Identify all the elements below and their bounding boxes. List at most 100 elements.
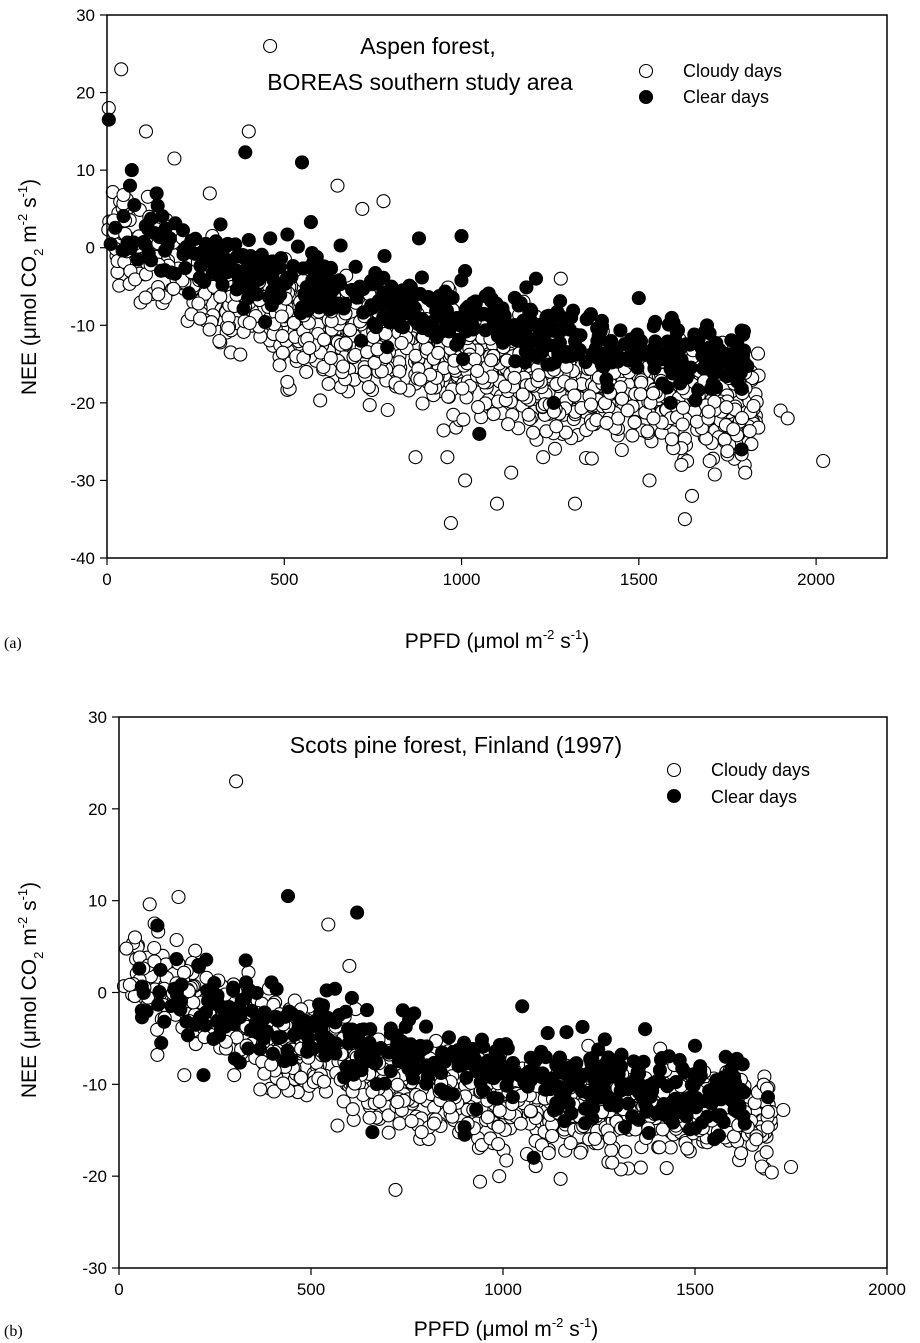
panel-b-clear-point (196, 1068, 211, 1083)
panel-a-cloudy-point (138, 124, 154, 139)
panel-b-clear-point (557, 1089, 572, 1104)
panel-b-clear-point (575, 1019, 590, 1034)
panel-a-clear-point (507, 290, 522, 305)
panel-a-cloudy-point (242, 315, 257, 331)
panel-a-clear-point (213, 217, 228, 232)
panel-a-clear-point (731, 369, 746, 384)
panel-a-clear-point (454, 229, 469, 244)
panel-a-clear-point (235, 248, 250, 263)
panel-b-clear-point (280, 889, 296, 904)
panel-b-clear-point (526, 1150, 541, 1165)
panel-a-cloudy-point (321, 376, 336, 391)
panel-b-clear-point (523, 1050, 538, 1065)
panel-b-clear-point (438, 1085, 454, 1100)
panel-b-cloudy-point (119, 941, 134, 956)
panel-b-clear-point (543, 1082, 558, 1097)
panel-a-cloudy-point (536, 450, 551, 465)
panel-a-cloudy-point (625, 428, 640, 443)
panel-b-clear-point (234, 1004, 249, 1019)
panel-a-clear-point (699, 318, 715, 333)
panel-a-clear-point (120, 235, 135, 250)
panel-a-cloudy-point (689, 414, 704, 429)
panel-a-cloudy-point (275, 329, 290, 344)
panel-a-clear-point (238, 145, 253, 160)
panel-a-cloudy-point (193, 311, 208, 326)
panel-a-cloudy-point (497, 379, 513, 394)
panel-a-cloudy-point (484, 353, 499, 368)
panel-a-x-tick-label: 500 (270, 570, 298, 589)
panel-a-clear-point (302, 259, 317, 274)
panel-b-clear-point (132, 961, 147, 976)
panel-a-cloudy-point (471, 400, 486, 415)
panel-b-clear-point (249, 985, 264, 1001)
panel-a-y-tick-label: 30 (76, 6, 95, 25)
panel-b-clear-point (269, 982, 284, 997)
panel-a-clear-point (188, 231, 203, 246)
panel-a-clear-point (736, 327, 751, 342)
panel-b-clear-point (649, 1106, 664, 1121)
panel-b-clear-point (687, 1038, 703, 1053)
panel-a-clear-point (411, 231, 427, 246)
panel-b-clear-point (668, 1075, 683, 1090)
panel-a-clear-point (544, 311, 559, 326)
panel-a-cloudy-point (357, 364, 372, 379)
panel-a-clear-point (424, 294, 439, 309)
panel-b-cloudy-point (783, 1159, 799, 1175)
panel-b-cloudy-point (760, 1104, 776, 1119)
panel-b-clear-point (460, 1056, 475, 1071)
panel-b-y-tick-label: 10 (88, 892, 107, 911)
panel-a-cloudy-point (299, 364, 314, 379)
panel-a-clear-point (258, 315, 273, 330)
panel-b-clear-point (350, 905, 365, 920)
panel-b-clear-point (226, 983, 241, 998)
panel-a-cloudy-point (738, 465, 753, 480)
panel-b-cloudy-point (390, 1095, 405, 1110)
panel-b-y-tick-label: 20 (88, 800, 107, 819)
panel-b-cloudy-point (316, 1074, 332, 1089)
panel-a-cloudy-point (620, 403, 635, 418)
panel-b-clear-point (446, 1048, 461, 1063)
panel-a-clear-point (376, 310, 391, 325)
panel-a-cloudy-point (317, 332, 332, 347)
panel-b-cloudy-point (734, 1146, 749, 1161)
panel-b-cloudy-point (293, 1070, 309, 1085)
panel-a-clear-point (193, 258, 208, 273)
panel-b-clear-point (271, 1013, 286, 1028)
panel-a-cloudy-point (302, 341, 317, 356)
panel-a-clear-point (604, 355, 619, 370)
panel-b-cloudy-point (372, 1094, 387, 1109)
panel-b-cloudy-point (345, 1102, 360, 1117)
panel-a-cloudy-point (415, 396, 430, 411)
panel-b-clear-point (671, 1094, 686, 1109)
panel-a-clear-point (192, 270, 207, 285)
panel-b-clear-point (598, 1056, 613, 1071)
panel-b-cloudy-point (587, 1131, 602, 1146)
panel-a-clear-point (241, 232, 256, 248)
panel-a-clear-point (664, 310, 679, 325)
panel-a-clear-point (266, 272, 281, 288)
panel-b-clear-point (241, 1041, 256, 1056)
panel-b-clear-point (490, 1091, 505, 1106)
panel-b-x-tick-label: 0 (114, 1280, 123, 1299)
panel-a-clear-point (519, 280, 534, 295)
panel-b-clear-point (188, 1017, 203, 1032)
panel-b-clear-point (419, 1076, 434, 1091)
panel-a-cloudy-point (633, 387, 648, 402)
panel-a-cloudy-point (674, 457, 689, 472)
panel-a-clear-point (127, 198, 142, 213)
panel-a-clear-point (414, 270, 429, 285)
panel-a-clear-point (103, 236, 118, 252)
panel-a-legend: Cloudy days Clear days (638, 61, 782, 107)
panel-a-cloudy-point (684, 488, 700, 503)
panel-a-cloudy-point (233, 347, 248, 362)
panel-a-cloudy-point (166, 281, 181, 296)
panel-b-cloudy-point (776, 1102, 791, 1118)
panel-b-cloudy-point (253, 1082, 268, 1097)
panel-b-cloudy-point (759, 1145, 774, 1160)
panel-a-cloudy-point (413, 372, 428, 387)
panel-a-clear-point (317, 259, 332, 274)
panel-b-cloudy-point (680, 1141, 695, 1156)
panel-b-clear-point (682, 1122, 698, 1137)
panel-a-cloudy-point (642, 473, 657, 488)
panel-b-clear-point (653, 1052, 669, 1067)
